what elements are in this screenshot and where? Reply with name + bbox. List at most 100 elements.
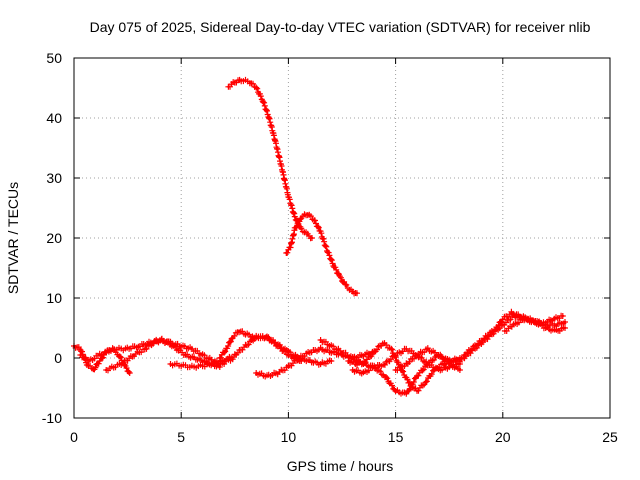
data-point: [503, 329, 507, 333]
data-point: [553, 317, 556, 321]
data-point: [293, 215, 297, 219]
data-point: [312, 218, 316, 222]
data-point: [561, 314, 565, 318]
plus-markers: [283, 211, 360, 297]
data-point: [289, 245, 292, 249]
data-point: [190, 365, 194, 369]
y-tick-label: -10: [42, 410, 62, 426]
data-point: [280, 167, 284, 171]
data-point: [319, 230, 322, 234]
data-point: [448, 362, 451, 366]
data-point: [351, 290, 354, 294]
data-point: [255, 335, 258, 339]
data-point: [308, 359, 312, 363]
x-axis-label: GPS time / hours: [287, 458, 394, 474]
data-point: [255, 86, 258, 90]
data-point: [169, 341, 172, 345]
series-arc8: [221, 333, 305, 365]
series-arc2: [283, 211, 360, 297]
data-point: [124, 347, 127, 351]
data-point: [300, 215, 303, 219]
data-point: [310, 236, 314, 240]
data-point: [523, 317, 526, 321]
data-point: [501, 317, 504, 321]
data-point: [362, 371, 365, 375]
data-point: [180, 364, 183, 367]
data-point: [555, 323, 558, 327]
data-point: [137, 344, 140, 348]
data-point: [276, 371, 279, 375]
data-point: [383, 374, 387, 378]
data-point: [458, 368, 462, 372]
data-point: [222, 359, 226, 363]
data-point: [441, 362, 444, 366]
data-point: [362, 353, 365, 357]
data-point: [152, 341, 155, 345]
data-point: [510, 311, 513, 315]
series-arc5: [103, 335, 228, 374]
data-point: [248, 80, 252, 84]
data-point: [306, 233, 309, 237]
data-point: [563, 320, 567, 324]
data-point: [274, 140, 277, 144]
data-point: [87, 359, 91, 363]
y-tick-label: 20: [46, 230, 62, 246]
data-point: [338, 275, 342, 279]
data-point: [79, 347, 82, 351]
data-point: [383, 362, 387, 366]
data-point: [119, 362, 123, 366]
data-point: [340, 350, 344, 354]
data-point: [407, 380, 410, 384]
data-point: [544, 320, 547, 324]
data-point: [98, 353, 101, 357]
data-point: [300, 359, 303, 363]
data-point: [233, 353, 236, 357]
data-point: [330, 344, 333, 348]
data-point: [201, 359, 204, 363]
data-point: [201, 364, 204, 367]
data-point: [287, 194, 290, 198]
data-point: [544, 326, 547, 330]
data-point: [218, 356, 221, 360]
axis-ticks: 0 5 10 15 20 25 -10 0 10 20 30 40 50: [42, 50, 618, 445]
data-point: [372, 365, 376, 369]
plus-markers: [103, 335, 228, 374]
data-point: [111, 347, 114, 351]
data-point: [426, 362, 429, 366]
x-tick-label: 0: [70, 429, 78, 445]
data-point: [355, 292, 359, 295]
data-point: [79, 353, 82, 357]
data-point: [212, 362, 215, 366]
data-point: [563, 326, 567, 330]
data-point: [180, 344, 183, 348]
y-axis-label: SDTVAR / TECUs: [5, 182, 21, 294]
data-point: [512, 323, 515, 327]
data-point: [458, 359, 462, 363]
data-point: [192, 356, 196, 360]
data-point: [287, 365, 290, 369]
data-point: [394, 368, 397, 372]
data-point: [267, 116, 271, 120]
x-tick-label: 20: [495, 429, 511, 445]
data-point: [132, 353, 136, 357]
data-point: [190, 347, 194, 351]
data-point: [330, 350, 333, 354]
data-point: [332, 263, 335, 267]
data-point: [415, 353, 419, 357]
data-point: [227, 85, 230, 89]
data-point: [372, 350, 376, 354]
data-point: [233, 80, 236, 84]
data-point: [405, 347, 408, 351]
data-point: [330, 359, 333, 363]
data-point: [201, 353, 204, 357]
data-point: [124, 365, 127, 369]
data-point: [287, 353, 290, 357]
data-point: [347, 359, 350, 363]
y-tick-label: 50: [46, 50, 62, 66]
data-point: [351, 368, 354, 372]
data-point: [518, 314, 522, 318]
data-point: [394, 389, 397, 393]
x-tick-label: 10: [281, 429, 297, 445]
y-tick-label: 0: [54, 350, 62, 366]
